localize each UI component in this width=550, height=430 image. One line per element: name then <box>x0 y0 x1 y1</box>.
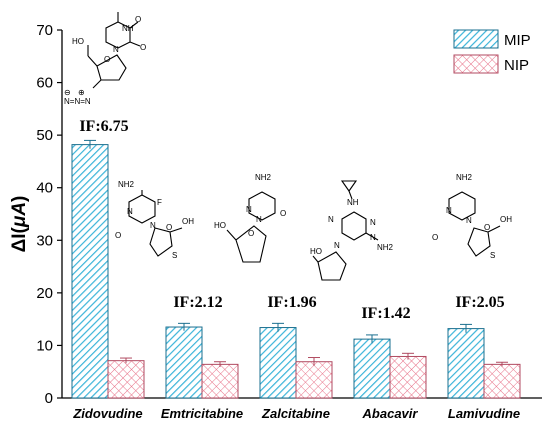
zalcitabine-structure: NH2 N O N O HO <box>214 173 286 263</box>
category-labels: Zidovudine Emtricitabine Zalcitabine Abacav… <box>72 406 520 421</box>
category-label: Lamivudine <box>448 406 520 421</box>
svg-text:N: N <box>256 215 262 224</box>
svg-text:N: N <box>328 215 334 224</box>
y-tick-label: 20 <box>36 285 53 302</box>
y-axis-label: ΔI(μA) <box>9 196 30 253</box>
bar-mip-abacavir <box>353 338 391 399</box>
y-tick-label: 0 <box>45 390 53 407</box>
bar-mip-zalcitabine <box>259 327 297 399</box>
zidovudine-structure: O NH O N O HO N=N=N ⊖ ⊕ <box>64 12 146 106</box>
svg-text:O: O <box>115 231 121 240</box>
bar-series <box>71 139 521 399</box>
y-ticks: 0 10 20 30 40 50 60 70 <box>36 22 62 407</box>
category-label: Zidovudine <box>72 406 142 421</box>
bar-nip-lamivudine <box>483 363 521 399</box>
category-label: Emtricitabine <box>161 406 243 421</box>
category-label: Zalcitabine <box>261 406 330 421</box>
svg-text:HO: HO <box>214 221 226 230</box>
emtricitabine-structure: NH2 F N N O O S OH <box>115 180 194 260</box>
if-annotation: IF:2.12 <box>173 294 222 311</box>
if-annotation: IF:1.96 <box>267 294 316 311</box>
y-tick-label: 30 <box>36 232 53 249</box>
svg-text:O: O <box>248 229 254 238</box>
svg-text:O: O <box>166 223 172 232</box>
y-tick-label: 40 <box>36 180 53 197</box>
svg-text:N: N <box>334 241 340 250</box>
svg-text:NH2: NH2 <box>377 243 394 252</box>
svg-text:S: S <box>490 251 495 260</box>
svg-text:N: N <box>466 216 472 225</box>
svg-text:HO: HO <box>72 37 84 46</box>
y-tick-label: 60 <box>36 75 53 92</box>
lamivudine-structure: NH2 N N O O S OH <box>432 173 512 260</box>
abacavir-structure: NH N N N N NH2 HO <box>310 180 394 281</box>
if-annotation: IF:1.42 <box>361 305 410 322</box>
legend-label-mip: MIP <box>504 32 531 49</box>
svg-text:S: S <box>172 251 177 260</box>
svg-text:NH: NH <box>347 198 359 207</box>
svg-text:NH2: NH2 <box>118 180 135 189</box>
svg-text:N: N <box>246 205 252 214</box>
svg-text:N: N <box>127 207 133 216</box>
bar-mip-emtricitabine <box>165 326 203 399</box>
svg-text:O: O <box>432 233 438 242</box>
bar-nip-zalcitabine <box>295 361 333 399</box>
svg-text:HO: HO <box>310 247 322 256</box>
svg-text:N: N <box>370 218 376 227</box>
svg-text:O: O <box>104 55 110 64</box>
svg-text:N: N <box>150 221 156 230</box>
if-annotation: IF:6.75 <box>79 118 128 135</box>
bar-mip-lamivudine <box>447 328 485 399</box>
svg-text:O: O <box>484 223 490 232</box>
svg-text:O: O <box>135 15 141 24</box>
bar-nip-abacavir <box>389 355 427 399</box>
svg-text:O: O <box>280 209 286 218</box>
legend: MIP NIP <box>453 29 531 74</box>
svg-text:OH: OH <box>500 215 512 224</box>
y-tick-label: 10 <box>36 337 53 354</box>
svg-text:⊕: ⊕ <box>78 88 85 97</box>
bar-mip-zidovudine <box>71 144 109 399</box>
svg-text:NH2: NH2 <box>255 173 272 182</box>
svg-text:NH: NH <box>122 24 134 33</box>
svg-text:N=N=N: N=N=N <box>64 97 91 106</box>
svg-text:NH2: NH2 <box>456 173 473 182</box>
legend-swatch-mip <box>453 29 499 49</box>
svg-text:⊖: ⊖ <box>64 88 71 97</box>
y-tick-label: 70 <box>36 22 53 39</box>
category-label: Abacavir <box>362 406 419 421</box>
svg-text:O: O <box>140 43 146 52</box>
y-tick-label: 50 <box>36 127 53 144</box>
svg-text:N: N <box>113 45 119 54</box>
svg-text:OH: OH <box>182 217 194 226</box>
if-annotation: IF:2.05 <box>455 294 504 311</box>
svg-text:N: N <box>446 206 452 215</box>
if-annotations: IF:6.75 IF:2.12 IF:1.96 IF:1.42 IF:2.05 <box>79 118 504 322</box>
bar-nip-emtricitabine <box>201 363 239 399</box>
legend-label-nip: NIP <box>504 57 529 74</box>
legend-swatch-nip <box>453 54 499 74</box>
svg-text:F: F <box>157 198 162 207</box>
bar-nip-zidovudine <box>107 360 145 399</box>
